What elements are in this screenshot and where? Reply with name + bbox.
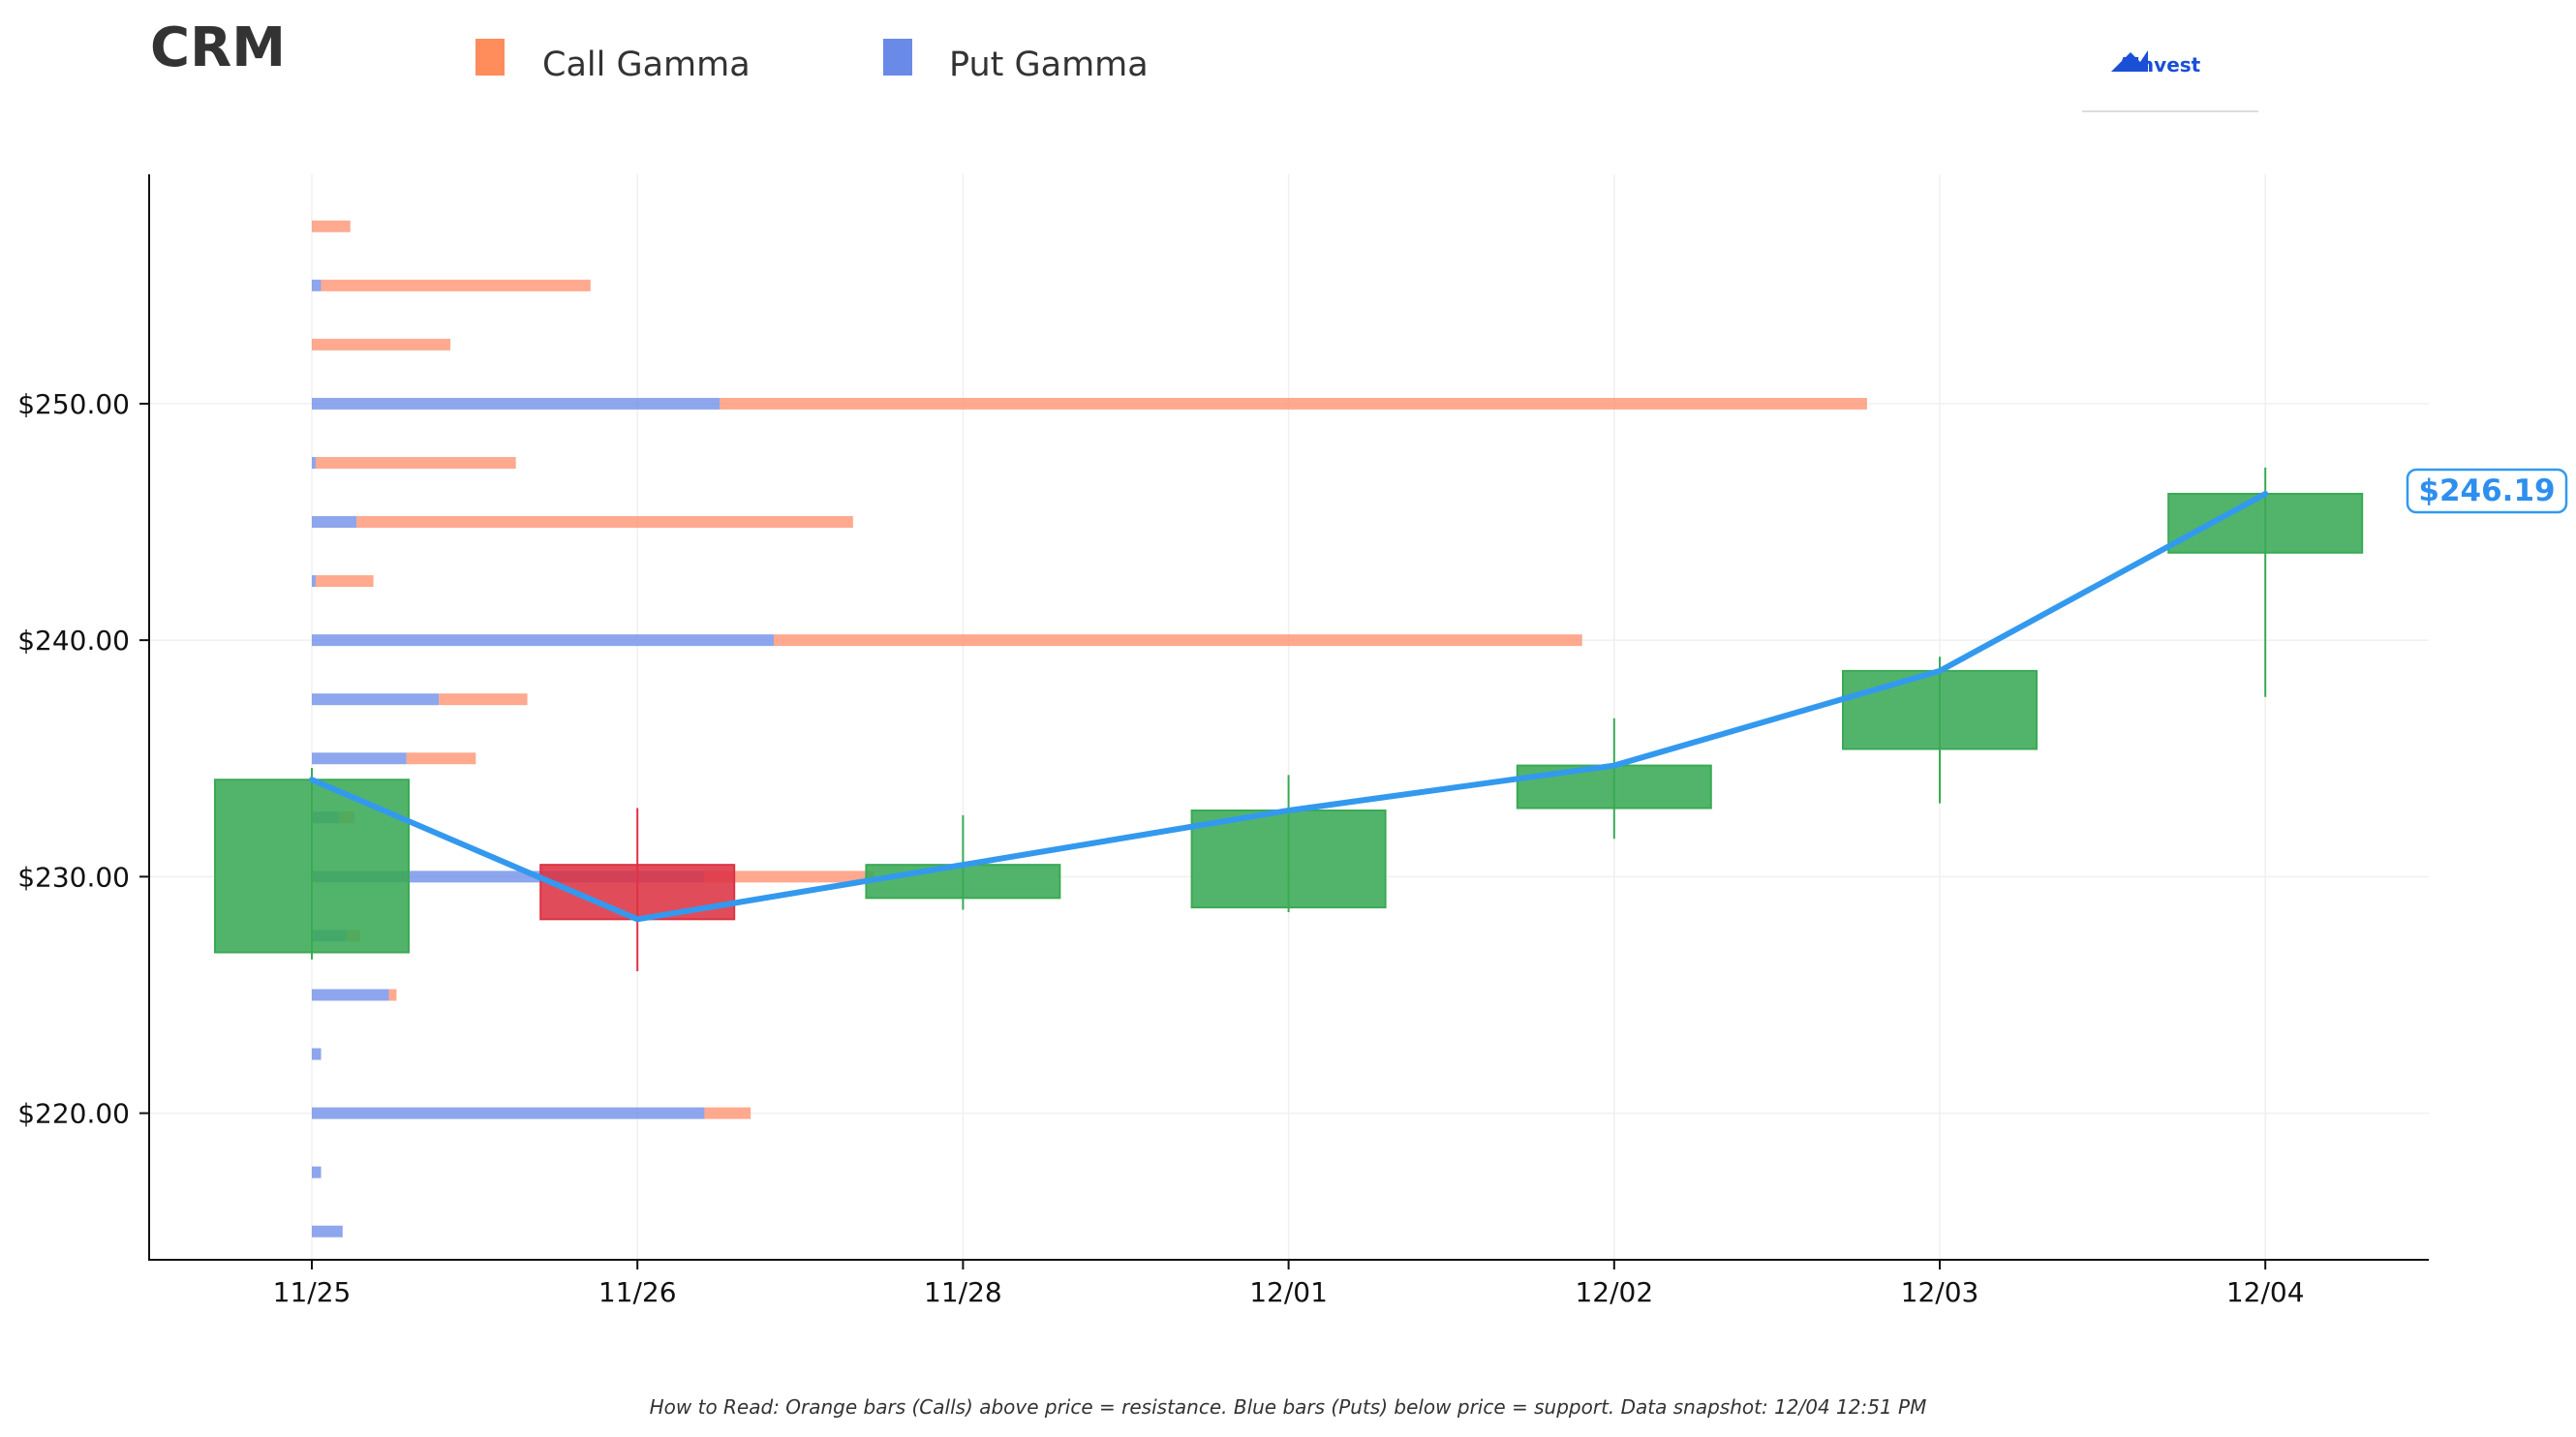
y-axis-ticks: $220.00 $230.00 $240.00 $250.00 — [17, 388, 149, 1130]
put-gamma-bar — [312, 989, 389, 1001]
candle-body — [1190, 809, 1387, 909]
last-price-box — [2406, 468, 2568, 514]
price-line — [309, 490, 2269, 923]
put-gamma-bar — [312, 1107, 705, 1119]
x-tick-label: 11/25 — [273, 1276, 352, 1308]
gamma-bars — [312, 220, 1867, 1238]
candle-body — [1516, 764, 1712, 810]
call-gamma-bar — [720, 397, 1867, 410]
candle-body — [2167, 492, 2364, 554]
call-gamma-bar — [704, 1107, 751, 1119]
logo-text: AInvest — [2118, 53, 2201, 76]
call-gamma-bar — [315, 575, 374, 588]
put-gamma-bar — [312, 456, 316, 469]
legend-call-swatch — [475, 39, 505, 76]
ainvest-logo: AInvest — [2082, 50, 2258, 112]
candle-body — [865, 864, 1061, 900]
put-gamma-bar — [312, 693, 440, 706]
x-axis-ticks: 11/25 11/26 11/28 12/01 12/02 12/03 12/04 — [273, 1260, 2305, 1308]
put-gamma-bar — [312, 516, 357, 529]
x-tick-label: 12/03 — [1901, 1276, 1979, 1308]
last-price-badge: $246.19 — [2406, 468, 2568, 514]
y-tick-label: $240.00 — [17, 625, 130, 657]
put-gamma-bar — [312, 1048, 322, 1060]
call-gamma-bar — [315, 456, 516, 469]
legend-call-label: Call Gamma — [542, 46, 751, 84]
price-line-layer — [309, 490, 2269, 923]
last-price-label: $246.19 — [2418, 474, 2555, 508]
call-gamma-bar — [439, 693, 528, 706]
call-gamma-bar — [312, 338, 451, 351]
legend-put-swatch — [883, 39, 912, 76]
put-gamma-bar — [312, 397, 721, 410]
x-tick-label: 11/26 — [598, 1276, 677, 1308]
call-gamma-bar — [774, 634, 1582, 647]
call-gamma-bar — [321, 279, 591, 291]
put-gamma-bar — [312, 1166, 322, 1178]
y-tick-label: $250.00 — [17, 388, 130, 420]
call-gamma-bar — [388, 989, 397, 1001]
grid — [149, 174, 2429, 1260]
call-gamma-bar — [406, 752, 476, 765]
legend-put-label: Put Gamma — [949, 46, 1149, 84]
put-gamma-bar — [312, 752, 407, 765]
x-tick-label: 12/04 — [2226, 1276, 2305, 1308]
call-gamma-bar — [356, 516, 853, 529]
candle-body — [1842, 669, 2038, 750]
call-gamma-bar — [312, 220, 351, 232]
ticker-title: CRM — [150, 16, 286, 79]
footnote: How to Read: Orange bars (Calls) above p… — [650, 1395, 1927, 1419]
call-gamma-bar — [704, 871, 874, 883]
y-tick-label: $230.00 — [17, 861, 130, 893]
logo-chart-icon — [2111, 50, 2148, 72]
x-tick-label: 11/28 — [924, 1276, 1002, 1308]
put-gamma-bar — [312, 575, 316, 588]
y-tick-label: $220.00 — [17, 1098, 130, 1130]
legend: Call Gamma Put Gamma — [475, 39, 1149, 84]
x-tick-label: 12/01 — [1249, 1276, 1328, 1308]
put-gamma-bar — [312, 279, 322, 291]
put-gamma-bar — [312, 634, 774, 647]
x-tick-label: 12/02 — [1575, 1276, 1653, 1308]
put-gamma-bar — [312, 1225, 343, 1238]
